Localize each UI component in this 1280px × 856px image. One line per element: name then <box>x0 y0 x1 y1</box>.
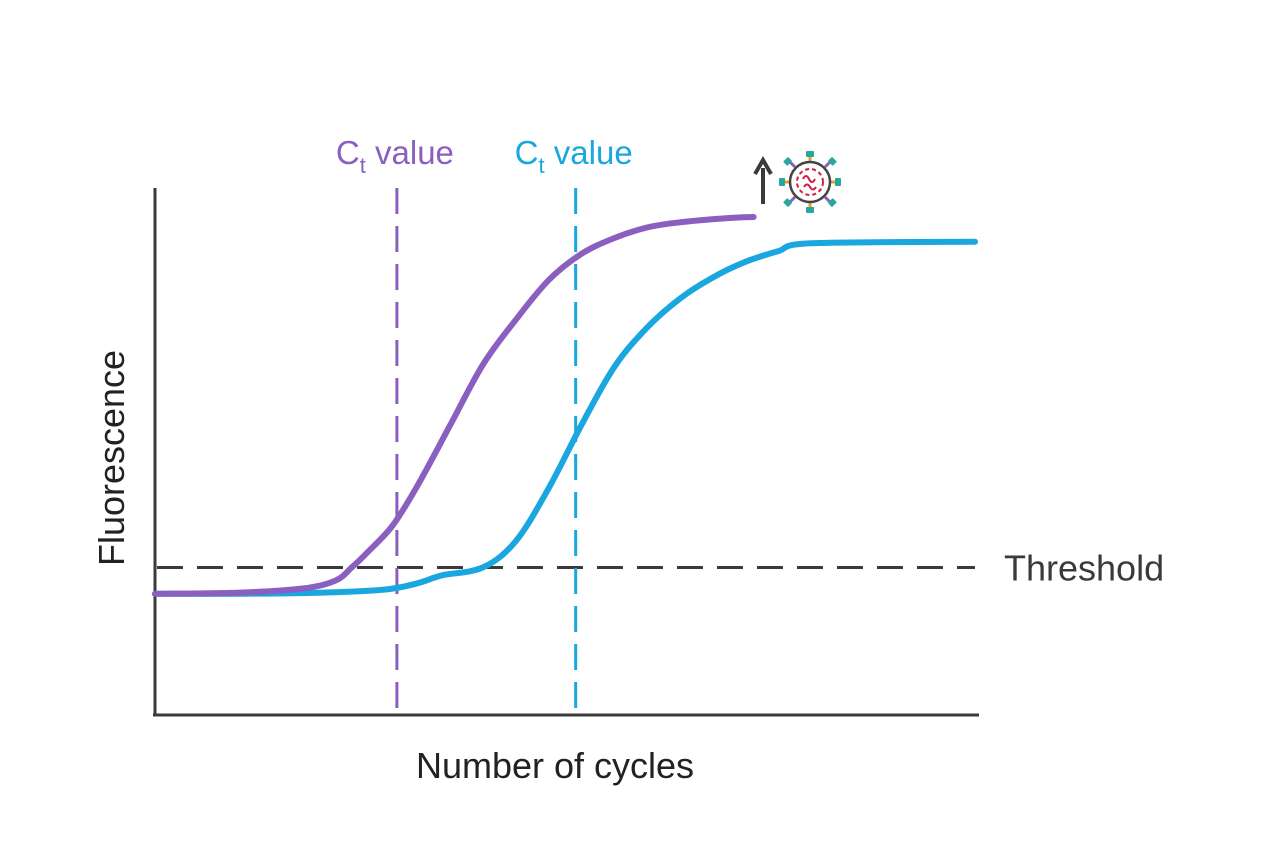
y-axis-label: Fluorescence <box>91 350 132 566</box>
ct-label-low-viral-load: Ct value <box>515 134 633 178</box>
virus-icon <box>779 151 841 213</box>
ct-label-high-viral-load: Ct value <box>336 134 454 178</box>
threshold-label: Threshold <box>1004 547 1164 588</box>
series-line-high-viral-load <box>152 214 757 597</box>
x-axis-label: Number of cycles <box>416 745 694 786</box>
series-line-low-viral-load <box>152 238 978 597</box>
up-arrow-icon <box>753 155 773 204</box>
